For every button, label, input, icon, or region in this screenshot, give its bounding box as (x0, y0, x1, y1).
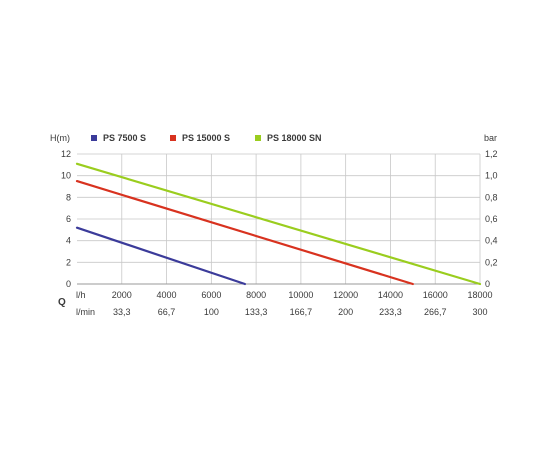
legend-swatch (170, 135, 176, 141)
y-tick-label-left: 12 (61, 149, 71, 159)
series-lines (75, 162, 482, 286)
y-axis-right-title: bar (484, 133, 497, 143)
tick-labels: 0 0 2 0,2 4 0,4 6 0,6 8 0,8 10 1,0 12 1,2 2000 33,3 4000… (61, 149, 498, 317)
series-line (75, 180, 414, 286)
x-tick-label-secondary: 200 (338, 307, 353, 317)
y-tick-label-right: 0,4 (485, 236, 498, 246)
series-line (75, 226, 246, 286)
x-unit-secondary: l/min (76, 307, 95, 317)
legend-label: PS 7500 S (103, 133, 146, 143)
y-tick-label-left: 6 (66, 214, 71, 224)
series-line (75, 162, 482, 286)
x-tick-label-secondary: 33,3 (113, 307, 131, 317)
legend-label: PS 15000 S (182, 133, 230, 143)
x-tick-label: 18000 (467, 290, 492, 300)
y-axis-left-title: H(m) (50, 133, 70, 143)
x-tick-label-secondary: 166,7 (290, 307, 313, 317)
x-tick-label: 16000 (423, 290, 448, 300)
legend: PS 7500 S PS 15000 S PS 18000 SN (91, 133, 322, 143)
y-tick-label-right: 0,6 (485, 214, 498, 224)
x-unit-primary: l/h (76, 290, 86, 300)
y-tick-label-right: 0,2 (485, 257, 498, 267)
legend-swatch (255, 135, 261, 141)
x-tick-label-secondary: 300 (472, 307, 487, 317)
x-axis-symbol: Q (58, 297, 66, 308)
y-tick-label-right: 0 (485, 279, 490, 289)
x-tick-label: 2000 (112, 290, 132, 300)
x-tick-label: 12000 (333, 290, 358, 300)
x-tick-label-secondary: 266,7 (424, 307, 447, 317)
y-tick-label-left: 8 (66, 192, 71, 202)
grid (77, 153, 481, 284)
x-tick-label: 10000 (288, 290, 313, 300)
y-tick-label-left: 2 (66, 257, 71, 267)
x-tick-label: 4000 (157, 290, 177, 300)
legend-label: PS 18000 SN (267, 133, 322, 143)
y-tick-label-right: 1,0 (485, 171, 498, 181)
y-tick-label-left: 10 (61, 171, 71, 181)
x-tick-label-secondary: 133,3 (245, 307, 268, 317)
x-tick-label: 6000 (201, 290, 221, 300)
x-tick-label: 8000 (246, 290, 266, 300)
y-tick-label-right: 1,2 (485, 149, 498, 159)
x-tick-label-secondary: 233,3 (379, 307, 402, 317)
x-tick-label: 14000 (378, 290, 403, 300)
y-tick-label-left: 4 (66, 236, 71, 246)
x-tick-label-secondary: 100 (204, 307, 219, 317)
y-tick-label-left: 0 (66, 279, 71, 289)
x-tick-label-secondary: 66,7 (158, 307, 176, 317)
y-tick-label-right: 0,8 (485, 192, 498, 202)
legend-swatch (91, 135, 97, 141)
